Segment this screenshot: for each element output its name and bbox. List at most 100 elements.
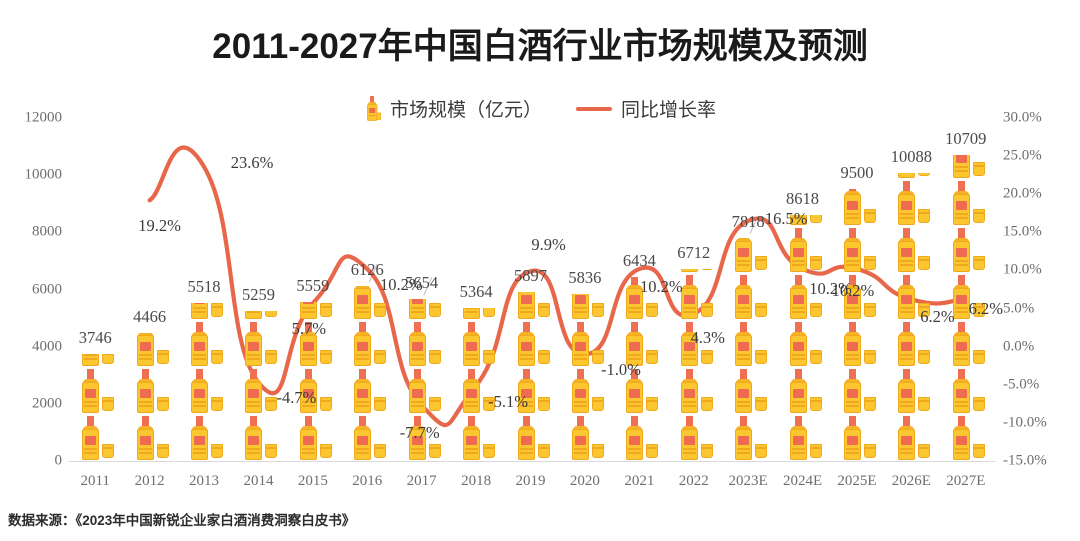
bottle-unit-icon [291,414,335,461]
bar-value-label: 5836 [568,268,602,288]
bottle-unit-icon [672,414,716,461]
pictogram-bar[interactable] [726,237,770,461]
bottle-unit-icon [291,302,335,320]
bar-value-label: 6126 [350,259,384,279]
growth-rate-label: -4.7% [276,388,317,408]
bottle-unit-icon [726,273,770,320]
growth-rate-label: 9.9% [531,235,566,255]
bottle-unit-icon [781,367,825,414]
bottle-unit-icon [454,367,498,414]
growth-rate-label: 10.2% [379,274,423,294]
bottle-unit-icon [781,320,825,367]
bar-value-label: 9500 [840,163,874,183]
growth-rate-label: 4.3% [690,327,725,347]
bottle-unit-icon [236,414,280,461]
pictogram-bar[interactable] [889,172,933,461]
bottle-unit-icon [291,320,335,367]
y-axis-right-tick: 15.0% [1003,223,1042,240]
growth-rate-label: 23.6% [230,152,274,172]
pictogram-bar[interactable] [73,353,117,461]
bottle-unit-icon [889,179,933,226]
x-axis-tick: 2011 [80,473,110,489]
bottle-unit-icon [345,320,389,367]
bottle-unit-icon [509,320,553,367]
bottle-unit-icon [128,414,172,461]
source-note: 数据来源：《2023年中国新锐企业家白酒消费洞察白皮书》 [8,513,356,528]
pictogram-bar[interactable] [835,189,879,461]
bottle-unit-icon [944,154,988,179]
pictogram-bar[interactable] [509,292,553,461]
x-axis-tick: 2019 [515,473,546,489]
bottle-unit-icon [617,367,661,414]
y-axis-left-tick: 10000 [24,166,63,183]
bottle-unit-icon [563,320,607,367]
bottle-unit-icon [182,303,226,320]
bottle-unit-icon [672,273,716,320]
growth-rate-label: 10.2% [640,276,683,296]
bottle-unit-icon [236,310,280,320]
y-axis-right-tick: -15.0% [1003,452,1047,469]
y-axis-right-tick: 20.0% [1003,185,1042,202]
bottle-unit-icon [345,414,389,461]
bottle-unit-icon [672,320,716,367]
bottle-unit-icon [454,320,498,367]
bottle-unit-icon [128,367,172,414]
pictogram-bar[interactable] [454,307,498,461]
bottle-unit-icon [726,367,770,414]
pictogram-bar[interactable] [182,303,226,461]
line-swatch-icon [576,106,612,111]
pictogram-bar[interactable] [781,214,825,461]
bottle-unit-icon [182,320,226,367]
bottle-unit-icon [236,367,280,414]
bar-value-label: 5654 [405,273,439,293]
y-axis-right-tick: -10.0% [1003,414,1047,431]
x-axis-tick: 2015 [297,473,328,489]
pictogram-bar[interactable] [345,285,389,461]
bottle-unit-icon [889,414,933,461]
bottle-unit-icon [73,367,117,414]
growth-rate-label: 5.7% [291,319,327,339]
y-axis-left-tick: 12000 [24,109,63,126]
bottle-unit-icon [73,414,117,461]
bottle-unit-icon [726,237,770,273]
bottle-unit-icon [889,367,933,414]
pictogram-bar[interactable] [400,299,444,461]
growth-rate-label: 19.2% [138,216,181,236]
bottle-unit-icon [400,414,444,461]
bar-value-label: 4466 [133,307,167,327]
bottle-unit-icon [781,273,825,320]
bottle-unit-icon [563,414,607,461]
bottle-unit-icon [889,226,933,273]
bottle-unit-icon [781,414,825,461]
bottle-unit-icon [128,333,172,367]
bottle-unit-icon [835,226,879,273]
pictogram-bar[interactable] [672,269,716,461]
pictogram-bar[interactable] [128,333,172,461]
bottle-unit-icon [454,414,498,461]
x-axis-tick: 2012 [134,473,165,489]
bottle-unit-icon [509,367,553,414]
x-axis-tick: 2025E [837,473,877,489]
bottle-unit-icon [400,367,444,414]
bottle-unit-icon [73,353,117,367]
pictogram-bar[interactable] [236,310,280,461]
x-axis-tick: 2017 [406,473,437,489]
bar-value-label: 10709 [945,128,987,148]
bottle-unit-icon [944,179,988,226]
pictogram-bar[interactable] [944,154,988,461]
bottle-unit-icon [726,320,770,367]
bottle-unit-icon [509,414,553,461]
bottle-unit-icon [672,367,716,414]
pictogram-bar[interactable] [617,277,661,461]
growth-rate-label: -5.1% [488,391,529,411]
bottle-unit-icon [726,414,770,461]
bar-value-label: 5518 [187,277,221,297]
x-axis-tick: 2020 [569,473,600,489]
bar-value-label: 6434 [622,251,656,271]
growth-rate-label: 10.2% [831,280,875,300]
bottle-unit-icon [182,367,226,414]
pictogram-bar[interactable] [563,294,607,461]
pictogram-bar[interactable] [291,302,335,461]
y-axis-left-tick: 0 [54,452,63,469]
y-axis-right-tick: 0.0% [1003,338,1035,355]
